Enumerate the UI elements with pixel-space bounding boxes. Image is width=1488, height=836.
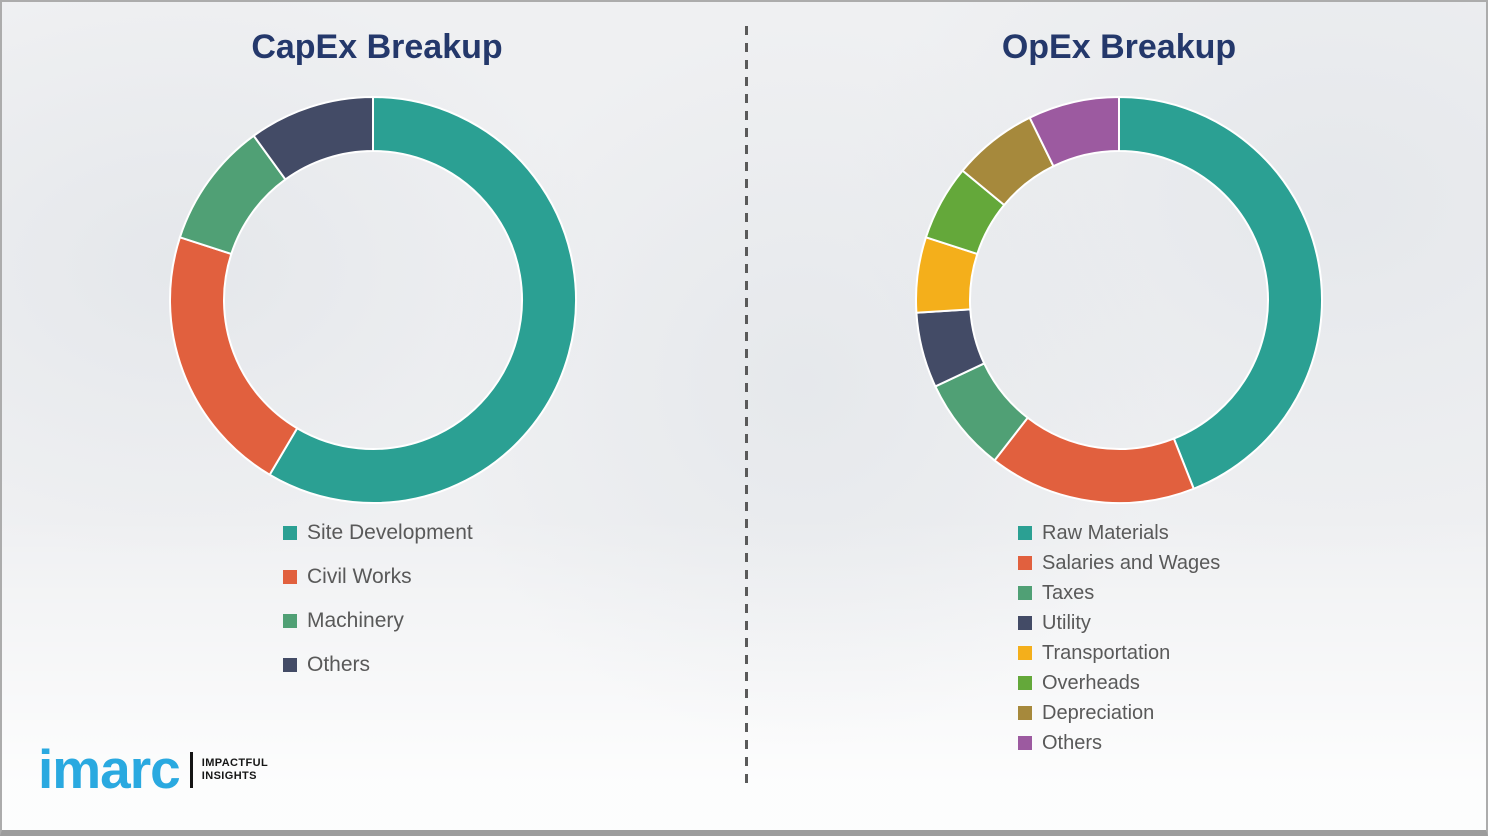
donut-segment-others (252, 95, 374, 181)
legend-item-others: Others (1018, 728, 1220, 758)
opex-legend: Raw Materials Salaries and Wages Taxes Util… (1018, 518, 1220, 758)
legend-label: Machinery (307, 609, 404, 632)
legend-swatch (283, 614, 297, 628)
opex-donut-chart (915, 95, 1323, 504)
logo-tagline: IMPACTFUL INSIGHTS (202, 757, 268, 783)
legend-label: Salaries and Wages (1042, 551, 1221, 574)
donut-segment-salaries-and-wages (993, 416, 1196, 504)
opex-chart-title: OpEx Breakup (1001, 28, 1237, 66)
legend-swatch (1018, 586, 1032, 600)
legend-swatch (283, 570, 297, 584)
vertical-dashed-divider (745, 26, 748, 791)
logo-tagline-line1: IMPACTFUL (201, 756, 269, 769)
legend-label: Others (307, 653, 371, 676)
legend-swatch (1018, 646, 1032, 660)
legend-item-salaries-and-wages: Salaries and Wages (1018, 548, 1220, 578)
legend-swatch (283, 526, 297, 540)
legend-label: Others (1042, 731, 1103, 754)
legend-label: Raw Materials (1042, 521, 1169, 544)
legend-label: Civil Works (307, 565, 412, 588)
donut-segment-site-development (268, 95, 577, 504)
legend-swatch (1018, 676, 1032, 690)
legend-swatch (1018, 706, 1032, 720)
legend-swatch (1018, 616, 1032, 630)
legend-label: Depreciation (1042, 701, 1155, 724)
legend-swatch (1018, 526, 1032, 540)
legend-item-site-development: Site Development (283, 511, 473, 555)
legend-label: Transportation (1042, 641, 1171, 664)
donut-segment-others (1028, 95, 1120, 168)
logo-tagline-line2: INSIGHTS (201, 769, 257, 782)
donut-segment-raw-materials (1118, 95, 1323, 491)
legend-label: Overheads (1042, 671, 1140, 694)
legend-label: Taxes (1042, 581, 1095, 604)
legend-item-raw-materials: Raw Materials (1018, 518, 1220, 548)
legend-swatch (1018, 556, 1032, 570)
logo-divider-bar (189, 751, 193, 788)
legend-item-others: Others (283, 643, 473, 687)
legend-item-overheads: Overheads (1018, 668, 1220, 698)
legend-swatch (283, 658, 297, 672)
capex-donut-chart (169, 95, 577, 504)
legend-item-civil-works: Civil Works (283, 555, 473, 599)
legend-item-depreciation: Depreciation (1018, 698, 1220, 728)
legend-swatch (1018, 736, 1032, 750)
donut-segment-civil-works (169, 236, 299, 477)
capex-legend: Site Development Civil Works Machinery Othe… (283, 511, 473, 687)
capex-chart-title: CapEx Breakup (251, 28, 503, 66)
legend-item-taxes: Taxes (1018, 578, 1220, 608)
legend-label: Site Development (307, 521, 473, 544)
legend-item-utility: Utility (1018, 608, 1220, 638)
legend-label: Utility (1042, 611, 1091, 634)
imarc-logo: imarc IMPACTFUL INSIGHTS (38, 742, 268, 797)
legend-item-transportation: Transportation (1018, 638, 1220, 668)
imarc-logo-wordmark: imarc (38, 738, 181, 800)
legend-item-machinery: Machinery (283, 599, 473, 643)
